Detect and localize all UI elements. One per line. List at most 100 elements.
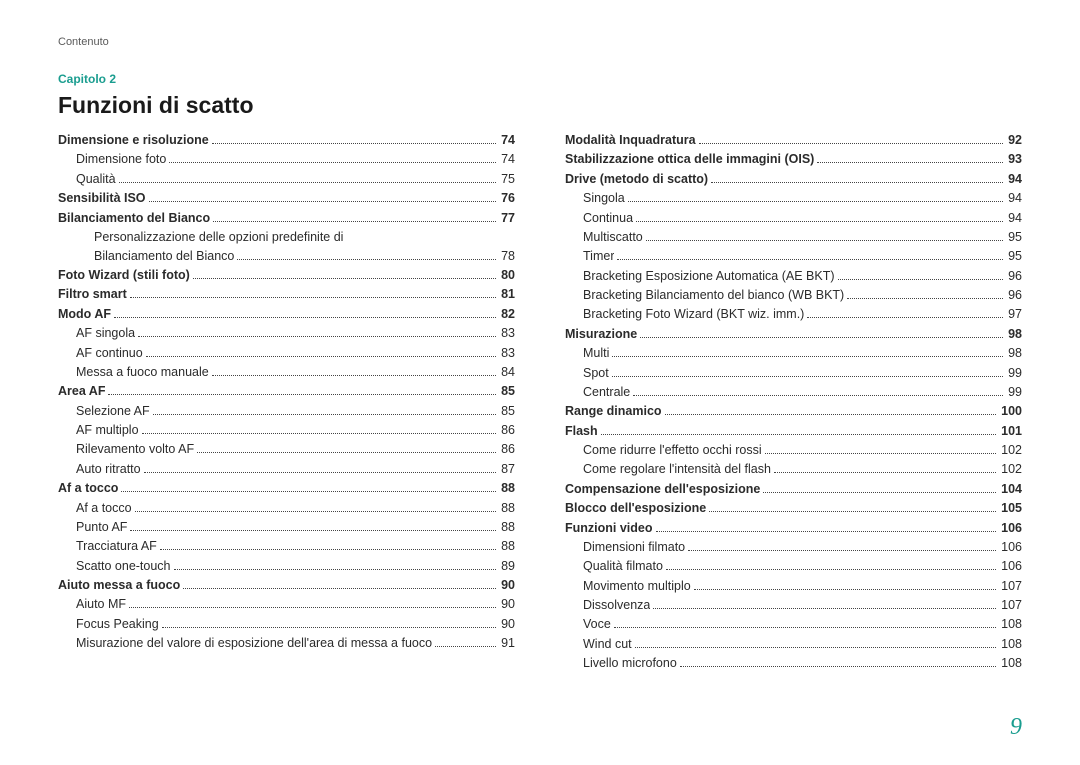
toc-entry[interactable]: Tracciatura AF88 (58, 537, 515, 556)
toc-entry-page: 105 (999, 499, 1022, 518)
toc-entry[interactable]: Centrale99 (565, 383, 1022, 402)
toc-entry[interactable]: Modalità Inquadratura92 (565, 131, 1022, 150)
toc-leader-dots (130, 530, 496, 531)
toc-entry[interactable]: AF continuo83 (58, 344, 515, 363)
toc-entry[interactable]: Misurazione98 (565, 325, 1022, 344)
toc-entry-text: Wind cut (583, 635, 632, 654)
toc-column-right: Modalità Inquadratura92Stabilizzazione o… (565, 131, 1022, 674)
toc-entry-page: 88 (499, 518, 515, 537)
toc-entry-text: Bilanciamento del Bianco (94, 247, 234, 266)
toc-entry-page: 108 (999, 635, 1022, 654)
toc-entry[interactable]: Compensazione dell'esposizione104 (565, 480, 1022, 499)
toc-entry[interactable]: Rilevamento volto AF86 (58, 440, 515, 459)
toc-entry[interactable]: Timer95 (565, 247, 1022, 266)
toc-entry[interactable]: Messa a fuoco manuale84 (58, 363, 515, 382)
toc-entry[interactable]: Aiuto messa a fuoco90 (58, 576, 515, 595)
toc-entry[interactable]: Continua94 (565, 209, 1022, 228)
toc-entry-text: Come ridurre l'effetto occhi rossi (583, 441, 762, 460)
toc-entry-text: Dimensioni filmato (583, 538, 685, 557)
toc-entry-text: Dissolvenza (583, 596, 650, 615)
toc-entry[interactable]: Af a tocco88 (58, 479, 515, 498)
toc-entry[interactable]: Bracketing Esposizione Automatica (AE BK… (565, 267, 1022, 286)
toc-entry[interactable]: Selezione AF85 (58, 402, 515, 421)
toc-entry[interactable]: Personalizzazione delle opzioni predefin… (58, 228, 515, 266)
toc-entry-text: Centrale (583, 383, 630, 402)
toc-entry[interactable]: Filtro smart81 (58, 285, 515, 304)
toc-entry-text: Filtro smart (58, 285, 127, 304)
toc-entry[interactable]: Come ridurre l'effetto occhi rossi102 (565, 441, 1022, 460)
toc-entry[interactable]: Bracketing Bilanciamento del bianco (WB … (565, 286, 1022, 305)
toc-entry-text: Singola (583, 189, 625, 208)
toc-leader-dots (108, 394, 496, 395)
chapter-label: Capitolo 2 (58, 72, 1022, 86)
toc-entry[interactable]: Auto ritratto87 (58, 460, 515, 479)
toc-leader-dots (146, 356, 496, 357)
toc-entry[interactable]: Multiscatto95 (565, 228, 1022, 247)
toc-entry[interactable]: Range dinamico100 (565, 402, 1022, 421)
toc-entry-page: 108 (999, 654, 1022, 673)
toc-leader-dots (774, 472, 996, 473)
toc-entry[interactable]: Bilanciamento del Bianco77 (58, 209, 515, 228)
toc-entry[interactable]: Punto AF88 (58, 518, 515, 537)
toc-entry[interactable]: Scatto one-touch89 (58, 557, 515, 576)
toc-entry[interactable]: Voce108 (565, 615, 1022, 634)
toc-entry[interactable]: Movimento multiplo107 (565, 577, 1022, 596)
toc-entry[interactable]: Livello microfono 108 (565, 654, 1022, 673)
toc-entry-page: 107 (999, 577, 1022, 596)
toc-entry[interactable]: Flash101 (565, 422, 1022, 441)
toc-entry[interactable]: Area AF85 (58, 382, 515, 401)
toc-entry[interactable]: Wind cut 108 (565, 635, 1022, 654)
toc-entry[interactable]: AF multiplo86 (58, 421, 515, 440)
toc-entry-text: AF singola (76, 324, 135, 343)
toc-leader-dots (612, 356, 1003, 357)
toc-entry-page: 108 (999, 615, 1022, 634)
toc-entry[interactable]: Funzioni video106 (565, 519, 1022, 538)
toc-entry-text: Dimensione foto (76, 150, 166, 169)
toc-entry[interactable]: Af a tocco88 (58, 499, 515, 518)
toc-entry[interactable]: Focus Peaking90 (58, 615, 515, 634)
toc-entry-text: Multi (583, 344, 609, 363)
toc-entry-text: Qualità filmato (583, 557, 663, 576)
toc-leader-dots (709, 511, 996, 512)
toc-entry-page: 106 (999, 538, 1022, 557)
toc-entry-page: 82 (499, 305, 515, 324)
toc-entry-text: Personalizzazione delle opzioni predefin… (58, 228, 515, 247)
toc-entry[interactable]: Dimensione e risoluzione74 (58, 131, 515, 150)
toc-entry[interactable]: Singola 94 (565, 189, 1022, 208)
toc-entry[interactable]: Come regolare l'intensità del flash102 (565, 460, 1022, 479)
toc-entry-text: Sensibilità ISO (58, 189, 146, 208)
toc-entry-page: 90 (499, 595, 515, 614)
toc-leader-dots (138, 336, 496, 337)
toc-entry-page: 107 (999, 596, 1022, 615)
toc-entry[interactable]: Sensibilità ISO76 (58, 189, 515, 208)
toc-leader-dots (601, 434, 996, 435)
toc-entry[interactable]: Drive (metodo di scatto)94 (565, 170, 1022, 189)
toc-entry-page: 98 (1006, 325, 1022, 344)
toc-entry[interactable]: Dimensione foto74 (58, 150, 515, 169)
toc-entry[interactable]: Multi98 (565, 344, 1022, 363)
toc-entry[interactable]: Aiuto MF90 (58, 595, 515, 614)
toc-entry[interactable]: Dimensioni filmato 106 (565, 538, 1022, 557)
toc-leader-dots (162, 627, 496, 628)
toc-entry[interactable]: Modo AF82 (58, 305, 515, 324)
toc-entry-page: 89 (499, 557, 515, 576)
toc-entry-text: Livello microfono (583, 654, 677, 673)
toc-entry[interactable]: Blocco dell'esposizione105 (565, 499, 1022, 518)
toc-entry-page: 94 (1006, 189, 1022, 208)
toc-entry-text: Tracciatura AF (76, 537, 157, 556)
toc-entry-page: 88 (499, 499, 515, 518)
toc-entry[interactable]: Qualità75 (58, 170, 515, 189)
toc-entry[interactable]: Dissolvenza 107 (565, 596, 1022, 615)
toc-entry[interactable]: Stabilizzazione ottica delle immagini (O… (565, 150, 1022, 169)
toc-entry[interactable]: Qualità filmato106 (565, 557, 1022, 576)
toc-leader-dots (665, 414, 997, 415)
toc-entry[interactable]: Bracketing Foto Wizard (BKT wiz. imm.)97 (565, 305, 1022, 324)
toc-leader-dots (838, 279, 1004, 280)
toc-entry[interactable]: Foto Wizard (stili foto)80 (58, 266, 515, 285)
toc-entry-text: Dimensione e risoluzione (58, 131, 209, 150)
toc-entry[interactable]: Misurazione del valore di esposizione de… (58, 634, 515, 653)
toc-entry[interactable]: Spot99 (565, 364, 1022, 383)
toc-entry[interactable]: AF singola83 (58, 324, 515, 343)
page-number: 9 (1010, 714, 1022, 741)
toc-entry-text: Bracketing Esposizione Automatica (AE BK… (583, 267, 835, 286)
